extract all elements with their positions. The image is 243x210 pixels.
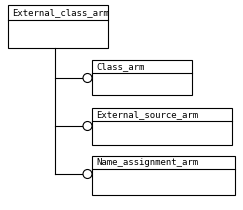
Circle shape	[83, 74, 92, 83]
Bar	[92, 156, 235, 195]
Text: External_class_arm: External_class_arm	[12, 8, 109, 17]
Bar	[92, 108, 232, 145]
Circle shape	[83, 122, 92, 130]
Text: External_source_arm: External_source_arm	[96, 110, 198, 119]
Text: Class_arm: Class_arm	[96, 62, 144, 71]
Bar	[92, 60, 192, 95]
Text: Name_assignment_arm: Name_assignment_arm	[96, 158, 198, 167]
Circle shape	[83, 169, 92, 178]
Bar	[8, 5, 108, 48]
